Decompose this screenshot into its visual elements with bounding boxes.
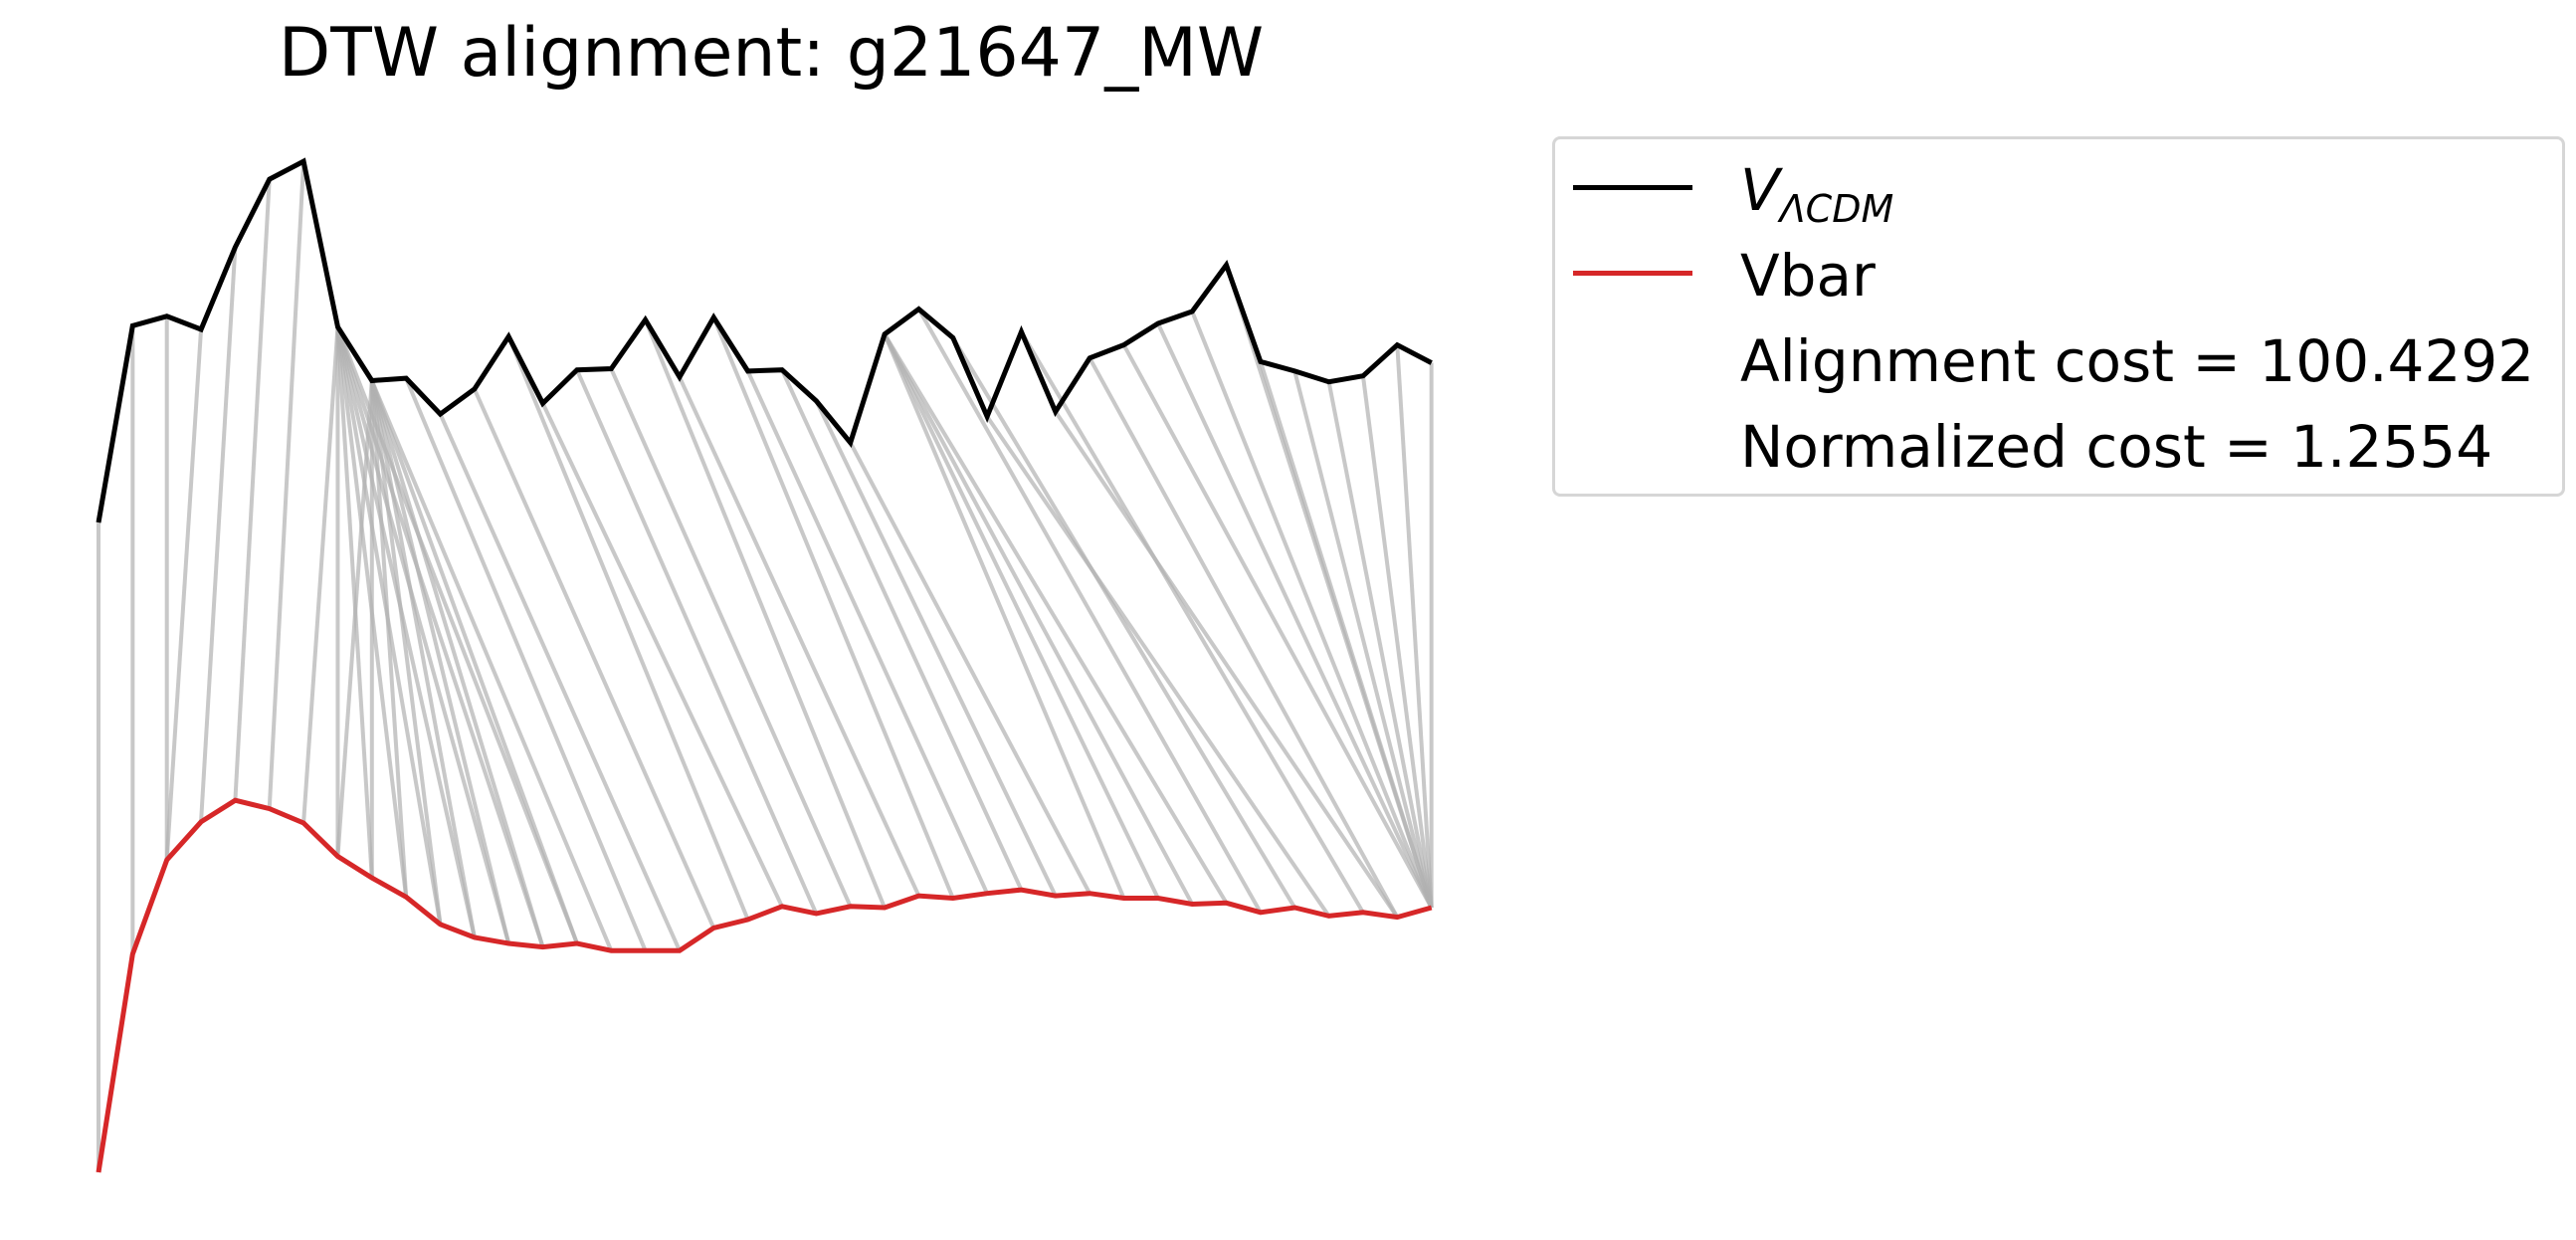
alignment-line-34 (711, 316, 955, 900)
alignment-line-55 (1326, 381, 1434, 909)
alignment-line-33 (678, 376, 921, 897)
alignment-line-48 (1088, 356, 1400, 919)
alignment-line-53 (1258, 360, 1434, 909)
legend-entry-vbar: Vbar (1555, 231, 2562, 310)
legend-entry-alignment-cost: Alignment cost = 100.4292 (1555, 316, 2562, 396)
legend-entry-normalized-cost: Normalized cost = 1.2554 (1555, 402, 2562, 482)
alignment-line-21 (369, 380, 511, 944)
alignment-line-43 (916, 308, 1263, 914)
alignment-line-27 (473, 388, 716, 930)
alignment-line-46 (1019, 330, 1365, 914)
dtw-plot (96, 157, 1434, 1173)
legend-entry-vlcdm: VΛCDM (1555, 145, 2562, 230)
alignment-line-40 (883, 332, 1160, 900)
alignment-line-35 (745, 370, 989, 895)
alignment-line-37 (814, 400, 1058, 897)
alignment-line-47 (1054, 410, 1399, 919)
alignment-line-30 (575, 368, 819, 915)
legend-label-vlcdm-main: V (1740, 156, 1780, 224)
alignment-line-6 (267, 160, 306, 809)
alignment-line-26 (438, 413, 682, 951)
legend-label-vlcdm: VΛCDM (1740, 156, 1894, 231)
alignment-line-39 (883, 333, 1126, 900)
alignment-lines (97, 160, 1434, 1172)
legend-label-vbar: Vbar (1740, 242, 1876, 310)
legend-label-normalized-cost: Normalized cost = 1.2554 (1740, 413, 2493, 481)
alignment-line-22 (369, 379, 545, 948)
series-line-vbar (96, 797, 1433, 1173)
alignment-line-57 (1395, 344, 1434, 909)
alignment-line-44 (951, 336, 1296, 910)
alignment-line-49 (1121, 343, 1434, 910)
alignment-line-36 (780, 368, 1024, 891)
alignment-line-5 (233, 178, 272, 801)
alignment-line-25 (404, 377, 648, 951)
alignment-line-45 (985, 415, 1331, 918)
alignment-line-28 (506, 335, 750, 921)
alignment-line-16 (335, 380, 374, 857)
legend: VΛCDM Vbar Alignment cost = 100.4292 Nor… (1552, 136, 2565, 497)
alignment-line-19 (369, 380, 443, 926)
alignment-line-54 (1292, 370, 1434, 909)
chart-title: DTW alignment: g21647_MW (278, 14, 1265, 93)
legend-label-vlcdm-sub: ΛCDM (1779, 187, 1894, 231)
alignment-line-51 (1190, 310, 1434, 909)
legend-swatch-vlcdm (1573, 185, 1692, 190)
alignment-line-4 (199, 247, 238, 822)
alignment-line-50 (1156, 322, 1434, 909)
alignment-line-18 (369, 380, 409, 898)
alignment-line-7 (301, 326, 340, 824)
alignment-line-13 (335, 326, 511, 944)
alignment-line-42 (883, 332, 1229, 905)
alignment-line-32 (643, 318, 887, 909)
alignment-line-41 (883, 332, 1194, 906)
legend-label-alignment-cost: Alignment cost = 100.4292 (1740, 327, 2535, 395)
alignment-line-12 (335, 326, 477, 938)
series-line-vlcdm (96, 157, 1433, 523)
alignment-line-24 (369, 379, 614, 951)
alignment-line-31 (609, 367, 853, 908)
alignment-line-29 (540, 402, 784, 908)
alignment-line-23 (369, 379, 579, 944)
alignment-line-56 (1360, 375, 1434, 909)
legend-swatch-vbar (1573, 271, 1692, 276)
alignment-line-3 (164, 328, 204, 861)
alignment-line-38 (848, 441, 1091, 895)
alignment-line-20 (369, 380, 477, 938)
series-lines (96, 157, 1433, 1173)
